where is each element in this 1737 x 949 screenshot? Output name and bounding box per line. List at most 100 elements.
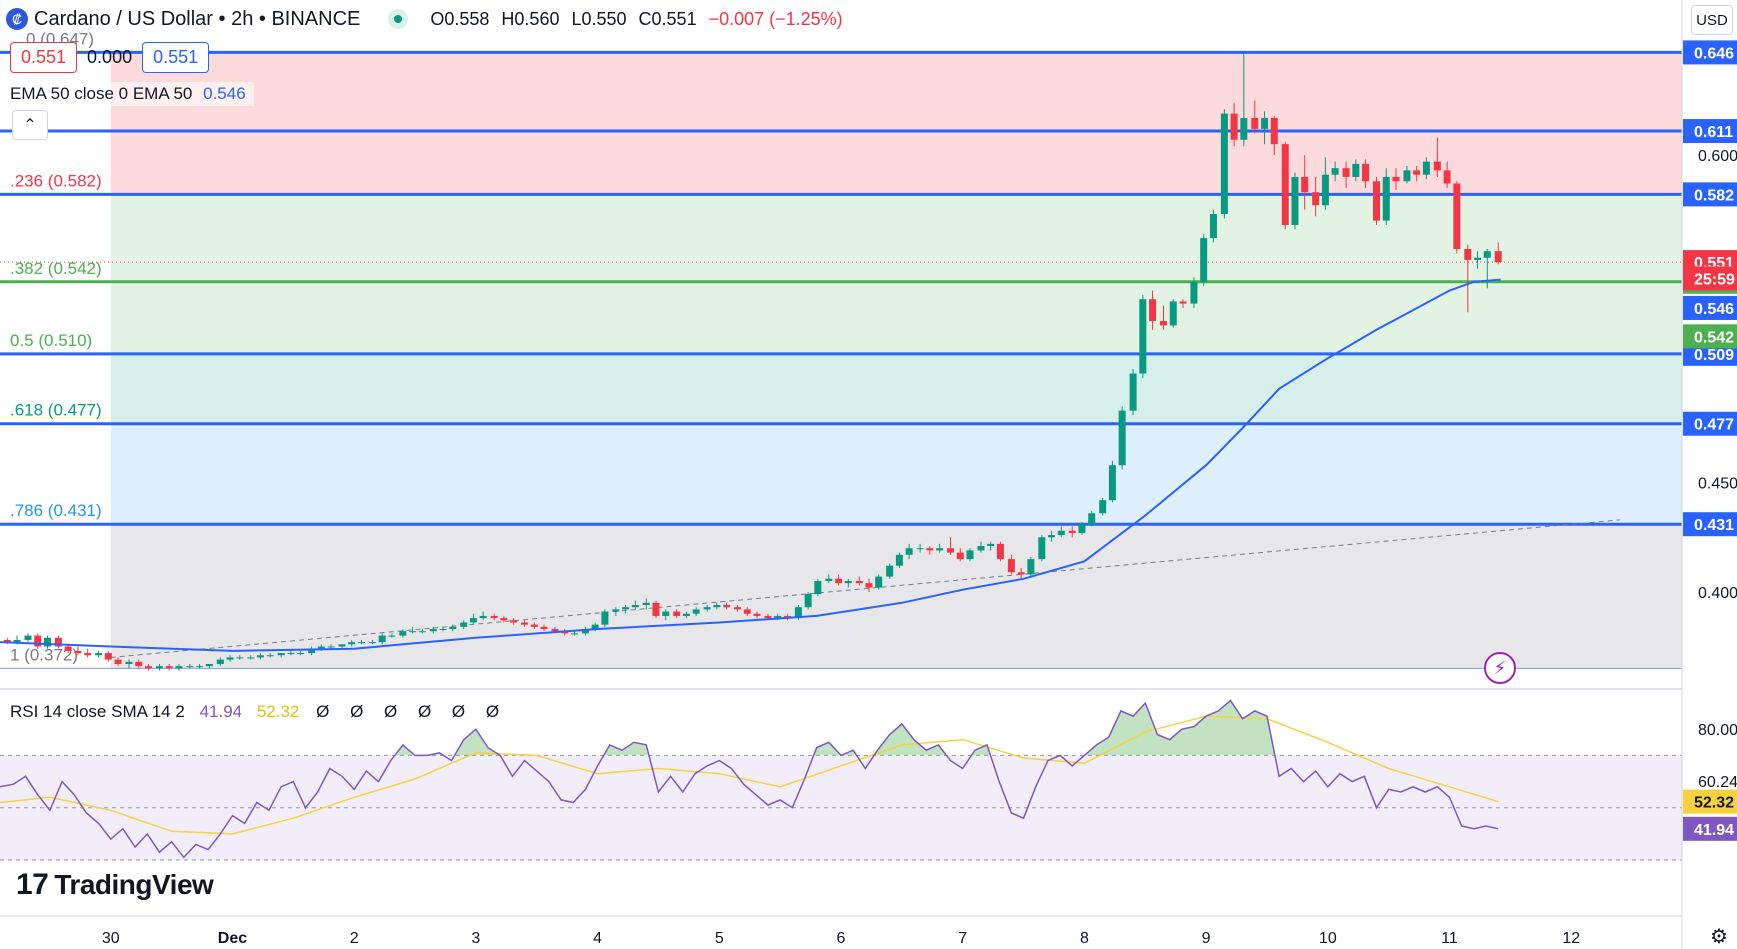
candle xyxy=(1118,406,1126,470)
candle-body xyxy=(418,631,426,633)
fib-level-label: .382 (0.542) xyxy=(10,259,102,278)
candle xyxy=(1382,168,1390,225)
candle-body xyxy=(135,661,143,667)
market-open-icon xyxy=(388,9,409,29)
lightning-icon[interactable]: ⚡︎ xyxy=(1484,652,1516,684)
candle xyxy=(530,622,538,630)
candle xyxy=(1281,141,1289,230)
candle xyxy=(631,600,639,610)
candle xyxy=(1209,209,1217,243)
candle-body xyxy=(692,609,700,614)
candle-body xyxy=(74,650,82,654)
candle-body xyxy=(734,607,742,610)
candle xyxy=(835,574,843,586)
currency-button[interactable]: USD xyxy=(1691,5,1733,35)
candle-body xyxy=(1443,170,1451,184)
price-axis-tick: 0.600 xyxy=(1698,148,1737,165)
sell-button[interactable]: 0.551 xyxy=(10,42,78,73)
candle-body xyxy=(24,635,32,640)
candle-body xyxy=(1392,176,1400,182)
candle-body xyxy=(865,583,873,588)
candle-body xyxy=(1291,176,1299,225)
candle-body xyxy=(1453,183,1461,249)
candle xyxy=(1200,233,1208,287)
candle xyxy=(622,605,630,614)
candle-body xyxy=(216,659,224,664)
open-value: O0.558 xyxy=(430,8,490,29)
fib-zone xyxy=(110,194,1682,282)
candle-body xyxy=(1342,168,1350,177)
candle-body xyxy=(64,646,72,651)
rsi-overbought-fill xyxy=(394,700,1275,756)
rsi-legend[interactable]: RSI 14 close SMA 14 2 41.94 52.32 Ø Ø Ø … xyxy=(10,702,507,722)
fib-axis-label-bg xyxy=(1683,119,1737,144)
fib-axis-label-bg xyxy=(1683,411,1737,436)
candle xyxy=(652,600,660,619)
candle-body xyxy=(54,637,62,647)
candle xyxy=(1433,137,1441,177)
rsi-axis-label: 52.32 xyxy=(1694,795,1734,812)
candle xyxy=(734,605,742,612)
candle-body xyxy=(753,613,761,616)
time-axis-tick: 6 xyxy=(837,930,846,947)
candle xyxy=(886,563,894,579)
candle-body xyxy=(1048,535,1056,538)
candle-body xyxy=(1331,168,1339,175)
candle xyxy=(1443,161,1451,188)
interval[interactable]: 2h xyxy=(231,7,254,30)
candle-body xyxy=(1312,192,1320,206)
candle xyxy=(875,574,883,590)
separator: • xyxy=(253,7,272,30)
candle xyxy=(895,552,903,568)
fib-axis-label: 0.582 xyxy=(1694,187,1734,204)
candle-body xyxy=(764,615,772,619)
candle xyxy=(1007,554,1015,575)
candle xyxy=(1301,155,1309,210)
candle xyxy=(216,657,224,667)
time-axis-tick: 8 xyxy=(1080,930,1089,947)
candle-body xyxy=(297,653,305,655)
ema-legend[interactable]: EMA 50 close 0 EMA 50 0.546 xyxy=(2,82,254,106)
time-axis-tick: 4 xyxy=(593,930,602,947)
candle xyxy=(256,653,264,660)
buy-button[interactable]: 0.551 xyxy=(142,42,210,73)
time-axis-tick: 10 xyxy=(1319,930,1337,947)
candle xyxy=(24,633,32,643)
candle xyxy=(205,663,213,669)
fib-level-label: 1 (0.372) xyxy=(10,645,78,664)
candle-body xyxy=(1118,410,1126,466)
candle-body xyxy=(327,646,335,648)
symbol-name[interactable]: Cardano / US Dollar xyxy=(34,7,213,30)
candle-body xyxy=(236,657,244,659)
candle-body xyxy=(591,624,599,630)
ohlc-values: O0.558 H0.560 L0.550 C0.551 −0.007 (−1.2… xyxy=(430,9,842,30)
candle xyxy=(570,631,578,636)
candle xyxy=(348,639,356,647)
rsi-legend-label: RSI 14 close SMA 14 2 xyxy=(10,702,185,721)
candle-body xyxy=(277,653,285,656)
candle-body xyxy=(186,666,194,668)
candle-body xyxy=(1230,113,1238,140)
candle xyxy=(1240,52,1248,147)
candle-body xyxy=(956,552,964,560)
candle-body xyxy=(338,644,346,647)
candle-body xyxy=(155,666,163,669)
candle xyxy=(226,655,234,662)
candle-body xyxy=(34,635,42,647)
candle xyxy=(743,607,751,616)
rsi-sma-line xyxy=(0,715,1499,835)
settings-gear-icon[interactable]: ⚙ xyxy=(1710,926,1728,948)
candle xyxy=(1068,526,1076,538)
fib-zone xyxy=(110,353,1682,424)
candle xyxy=(1108,460,1116,503)
close-value: C0.551 xyxy=(638,8,697,29)
tradingview-logo[interactable]: 17 TradingView xyxy=(16,868,214,902)
candle-body xyxy=(581,629,589,634)
collapse-legend-button[interactable]: ⌃ xyxy=(12,110,48,140)
candle-body xyxy=(1403,170,1411,182)
candle-body xyxy=(1078,524,1086,533)
candle xyxy=(1190,277,1198,308)
candle xyxy=(1048,530,1056,542)
candle xyxy=(996,541,1004,562)
